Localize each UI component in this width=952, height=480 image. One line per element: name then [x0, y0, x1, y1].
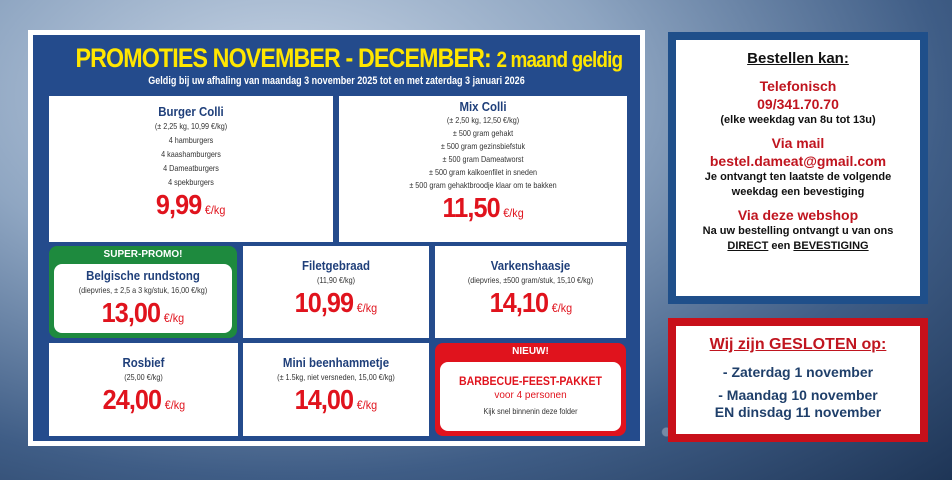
webshop-label: Via deze webshop: [737, 207, 859, 223]
webshop-note: Na uw bestelling ontvangt u van ons: [702, 225, 894, 237]
product-name: Mix Colli: [459, 99, 507, 114]
webshop-confirm: DIRECT een BEVESTIGING: [727, 240, 869, 252]
product-price: 10,99 €/kg: [294, 287, 378, 318]
product-details: (diepvries, ±500 gram/stuk, 15,10 €/kg): [467, 275, 594, 285]
product-price: 14,10 €/kg: [489, 287, 572, 318]
product-card-varkenshaasje: Varkenshaasje (diepvries, ±500 gram/stuk…: [435, 246, 626, 338]
product-note: Kijk snel binnenin deze folder: [483, 406, 578, 416]
closed-title: Wij zijn GESLOTEN op:: [709, 336, 887, 353]
phone-number[interactable]: 09/341.70.70: [757, 96, 839, 112]
product-details: (diepvries, ± 2,5 a 3 kg/stuk, 16,00 €/k…: [78, 285, 208, 295]
phone-label: Telefonisch: [759, 78, 837, 94]
product-card-burger-colli: Burger Colli (± 2,25 kg, 10,99 €/kg) 4 ha…: [49, 96, 333, 242]
new-badge: NIEUW!: [512, 346, 549, 357]
phone-hours: (elke weekdag van 8u tot 13u): [720, 114, 876, 126]
product-price: 13,00 €/kg: [101, 297, 185, 328]
product-name: Burger Colli: [158, 104, 224, 119]
product-name: Varkenshaasje: [490, 258, 571, 273]
product-name: Belgische rundstong: [86, 268, 200, 283]
order-info-panel: Bestellen kan: Telefonisch 09/341.70.70 …: [668, 32, 928, 304]
product-card-mini-beenhammetje: Mini beenhammetje (± 1.5kg, niet versned…: [243, 343, 429, 436]
product-details: (± 1.5kg, niet versneden, 15,00 €/kg): [277, 372, 395, 382]
mail-label: Via mail: [771, 135, 825, 151]
mail-link[interactable]: bestel.dameat@gmail.com: [709, 153, 887, 169]
super-promo-badge: SUPER-PROMO!: [103, 249, 183, 260]
closed-days-panel: Wij zijn GESLOTEN op: - Zaterdag 1 novem…: [668, 318, 928, 442]
product-price: 14,00 €/kg: [294, 384, 378, 415]
product-details: (± 2,25 kg, 10,99 €/kg) 4 hamburgers 4 kaa…: [154, 121, 228, 187]
product-details: (11,90 €/kg): [316, 275, 356, 285]
product-subtitle: voor 4 personen: [494, 390, 567, 401]
mail-note: Je ontvangt ten laatste de volgende week…: [704, 171, 892, 198]
product-price: 9,99 €/kg: [156, 189, 226, 220]
product-details: (25,00 €/kg): [124, 372, 163, 382]
product-card-bbq-pakket: NIEUW! BARBECUE-FEEST-PAKKET voor 4 pers…: [435, 343, 626, 436]
product-name: Mini beenhammetje: [282, 355, 390, 370]
product-card-rosbief: Rosbief (25,00 €/kg) 24,00 €/kg: [49, 343, 238, 436]
closed-date: EN dinsdag 11 november: [714, 404, 882, 420]
product-name: Filetgebraad: [301, 258, 371, 273]
closed-date: - Zaterdag 1 november: [722, 364, 874, 380]
product-card-filetgebraad: Filetgebraad (11,90 €/kg) 10,99 €/kg: [243, 246, 429, 338]
flyer-subtitle: Geldig bij uw afhaling van maandag 3 nov…: [148, 75, 525, 87]
product-details: (± 2,50 kg, 12,50 €/kg) ± 500 gram gehakt…: [409, 115, 557, 190]
product-name: Rosbief: [122, 355, 165, 370]
promo-flyer: PROMOTIES NOVEMBER - DECEMBER: 2 maand g…: [28, 30, 645, 446]
product-card-rundstong: SUPER-PROMO! Belgische rundstong (diepvr…: [49, 246, 237, 338]
flyer-title: PROMOTIES NOVEMBER - DECEMBER: 2 maand g…: [75, 43, 623, 73]
product-price: 24,00 €/kg: [102, 384, 185, 415]
closed-date: - Maandag 10 november: [718, 387, 878, 403]
product-name: BARBECUE-FEEST-PAKKET: [459, 374, 602, 388]
product-price: 11,50 €/kg: [442, 192, 524, 223]
product-card-mix-colli: Mix Colli (± 2,50 kg, 12,50 €/kg) ± 500 g…: [339, 96, 627, 242]
order-title: Bestellen kan:: [747, 50, 849, 67]
